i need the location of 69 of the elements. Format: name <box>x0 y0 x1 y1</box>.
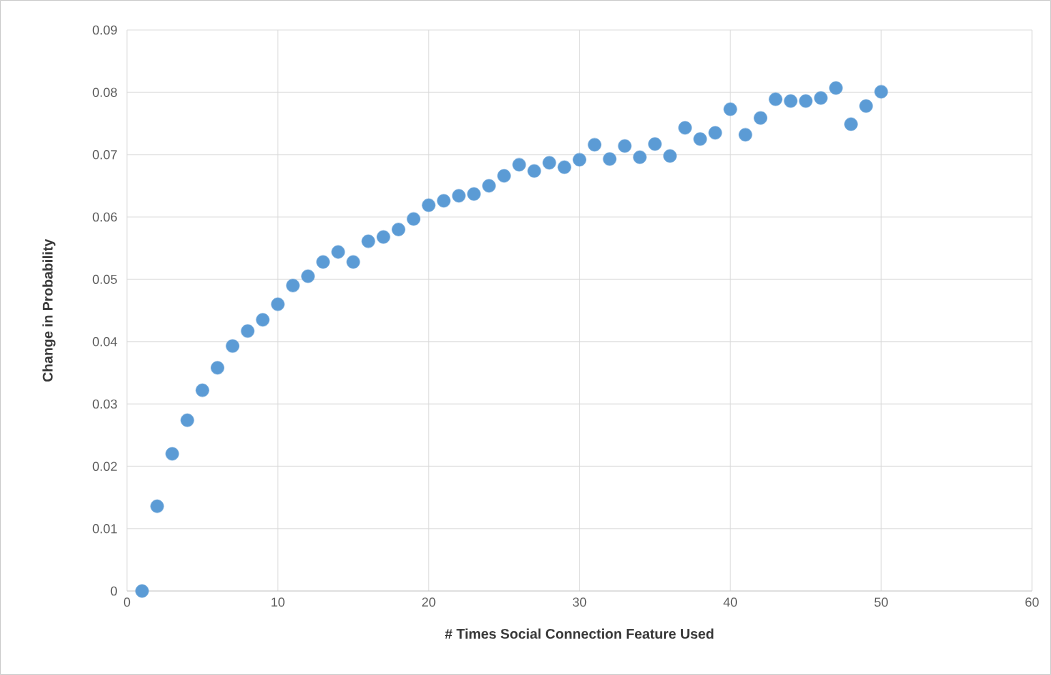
point <box>587 138 602 152</box>
y-tick-label: 0.07 <box>92 150 117 160</box>
y-tick-label: 0.08 <box>92 87 117 97</box>
point <box>316 255 330 269</box>
point <box>180 413 195 427</box>
point <box>678 121 692 135</box>
point <box>572 152 587 167</box>
point <box>331 245 345 259</box>
x-tick-label: 0 <box>123 597 131 607</box>
point <box>482 179 496 193</box>
x-axis-title: # Times Social Connection Feature Used <box>445 628 714 639</box>
y-tick-label: 0.02 <box>92 461 117 471</box>
point <box>844 117 858 131</box>
y-tick-label: 0 <box>110 586 117 596</box>
point <box>557 160 572 174</box>
point <box>376 230 391 244</box>
point <box>874 85 888 99</box>
point <box>663 149 677 163</box>
y-tick-label: 0.04 <box>92 337 118 347</box>
point <box>497 169 511 183</box>
y-tick-label: 0.09 <box>92 25 117 35</box>
point <box>452 189 466 203</box>
y-axis-title: Change in Probability <box>42 238 56 382</box>
point <box>814 91 828 105</box>
point <box>361 234 376 249</box>
y-tick-label: 0.03 <box>92 399 117 409</box>
y-tick-label: 0.01 <box>92 524 117 534</box>
x-tick-label: 40 <box>723 597 738 607</box>
point <box>225 339 240 353</box>
point <box>346 255 360 269</box>
point <box>829 81 843 95</box>
point <box>648 137 662 151</box>
point <box>542 156 557 170</box>
point <box>135 584 149 598</box>
point <box>783 94 798 108</box>
point <box>195 383 210 397</box>
point <box>421 198 436 212</box>
y-tick-label: 0.05 <box>92 274 117 284</box>
point <box>271 297 285 311</box>
point <box>708 126 722 140</box>
point <box>799 94 813 108</box>
point <box>256 313 270 327</box>
point <box>527 164 541 178</box>
x-tick-label: 10 <box>271 597 285 607</box>
point <box>859 99 873 113</box>
point <box>165 447 179 461</box>
point <box>618 139 632 153</box>
point <box>286 278 300 293</box>
point <box>391 222 406 237</box>
y-tick-label: 0.06 <box>92 212 117 222</box>
point <box>301 269 315 283</box>
point <box>437 194 451 208</box>
point <box>738 128 753 142</box>
x-tick-label: 50 <box>874 597 888 607</box>
point <box>633 150 647 164</box>
x-tick-label: 20 <box>422 597 436 607</box>
point <box>210 361 225 375</box>
point <box>693 132 707 146</box>
point <box>753 111 768 125</box>
point <box>467 187 481 201</box>
point <box>723 102 738 116</box>
point <box>150 499 164 513</box>
x-tick-label: 60 <box>1025 597 1039 607</box>
point <box>768 92 783 106</box>
point <box>240 324 255 338</box>
point <box>406 212 421 226</box>
point <box>602 152 617 166</box>
point <box>512 157 526 172</box>
x-tick-label: 30 <box>572 597 587 607</box>
